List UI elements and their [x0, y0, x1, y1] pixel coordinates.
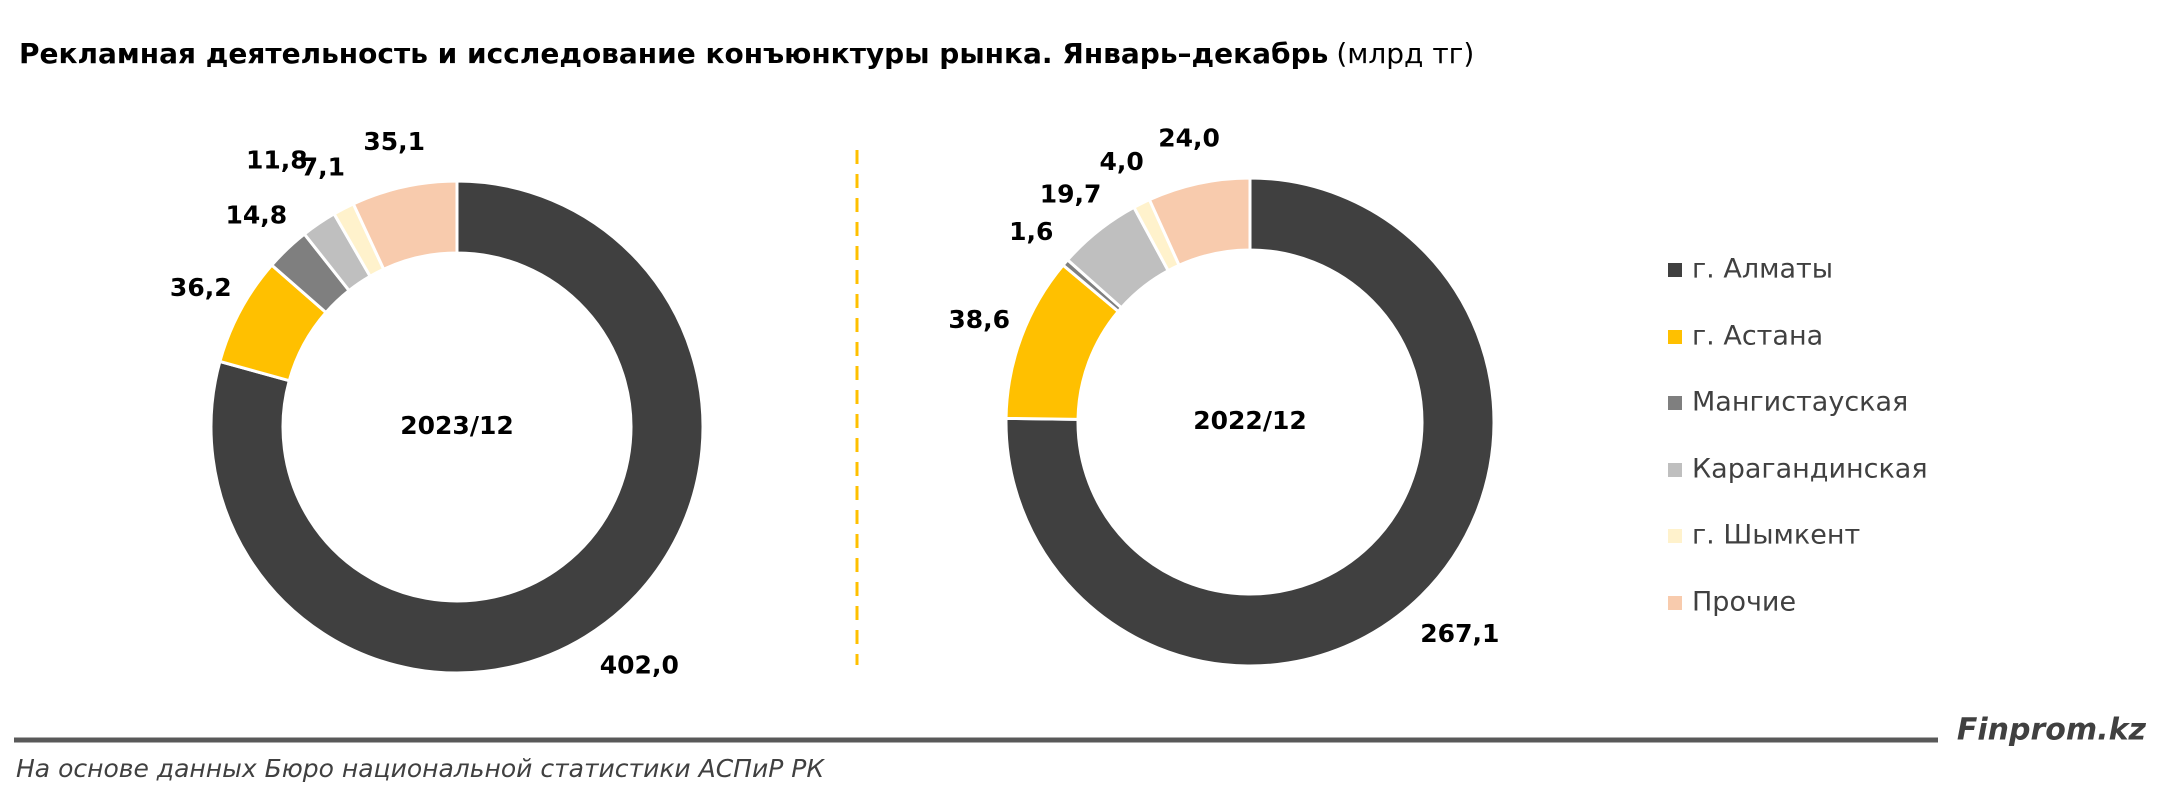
donut-segment: [209, 179, 705, 675]
legend-swatch: [1668, 529, 1682, 543]
center-label: 2023/12: [400, 411, 514, 440]
legend-label: г. Шымкент: [1692, 520, 1860, 551]
brand: Finprom.kz: [1957, 713, 2147, 748]
legend-label: г. Алматы: [1692, 254, 1833, 285]
legend-label: Карагандинская: [1692, 454, 1928, 485]
value-label: 35,1: [363, 127, 425, 156]
value-label: 402,0: [600, 651, 679, 680]
title: Рекламная деятельность и исследование ко…: [19, 37, 1474, 70]
value-label: 14,8: [225, 200, 287, 229]
value-label: 36,2: [170, 273, 232, 302]
value-label: 4,0: [1100, 147, 1144, 176]
center-label: 2022/12: [1193, 406, 1307, 435]
value-label: 11,8: [246, 145, 308, 174]
donut-segment: [1004, 176, 1496, 668]
title-unit: (млрд тг): [1336, 37, 1474, 70]
legend-swatch: [1668, 596, 1682, 610]
donut-segment: [351, 179, 459, 272]
source: На основе данных Бюро национальной стати…: [16, 754, 825, 783]
value-label: 24,0: [1158, 123, 1220, 152]
legend-label: г. Астана: [1692, 321, 1823, 352]
value-label: 7,1: [301, 153, 345, 182]
legend-label: Прочие: [1692, 587, 1796, 618]
title-main: Рекламная деятельность и исследование ко…: [19, 37, 1328, 70]
value-label: 38,6: [948, 305, 1010, 334]
value-label: 1,6: [1009, 217, 1053, 246]
legend-swatch: [1668, 396, 1682, 410]
donut-segment: [1147, 176, 1252, 268]
legend-swatch: [1668, 263, 1682, 277]
legend-label: Мангистауская: [1692, 387, 1908, 418]
legend-swatch: [1668, 330, 1682, 344]
value-label: 19,7: [1040, 179, 1102, 208]
legend-swatch: [1668, 463, 1682, 477]
value-label: 267,1: [1420, 619, 1499, 648]
